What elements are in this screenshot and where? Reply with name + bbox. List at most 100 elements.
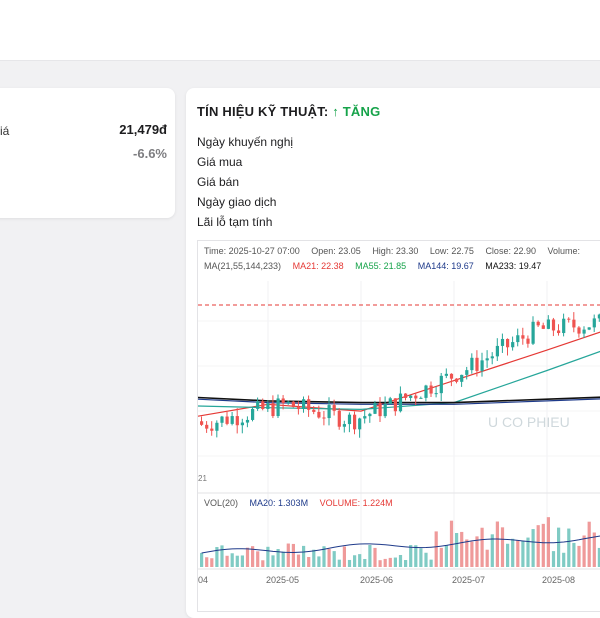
volume-bar [455, 532, 459, 567]
candle-body [500, 338, 505, 346]
x-axis-tick: 2025-08 [542, 575, 575, 585]
volume-ma-line [201, 535, 600, 554]
volume-bar [276, 549, 280, 567]
volume-bar [511, 538, 515, 567]
candle-body [541, 325, 545, 329]
candle-body [511, 342, 515, 348]
volume-bar [327, 549, 331, 567]
volume-bar [378, 560, 382, 567]
ma55-value: MA55: 21.85 [355, 261, 407, 271]
candle-body [531, 321, 535, 344]
volume-bar [531, 529, 535, 567]
volume-bar [495, 521, 499, 567]
candle-body [557, 330, 561, 334]
candle-body [470, 357, 474, 371]
volume-bar [419, 548, 423, 567]
volume-bar [409, 545, 413, 567]
ohlc-time: Time: 2025-10-27 07:00 [204, 246, 300, 256]
volume-bar [353, 555, 357, 567]
ma144-value: MA144: 19.67 [417, 261, 474, 271]
candle-body [404, 393, 408, 398]
candle-body [439, 375, 443, 394]
volume-bar [337, 559, 341, 567]
candle-body [353, 414, 357, 430]
volume-bar [506, 543, 510, 567]
candle-body [577, 327, 581, 334]
x-axis-tick: 2025-05 [266, 575, 299, 585]
candle-body [393, 398, 397, 412]
candle-body [327, 405, 331, 419]
volume-bar [388, 557, 392, 567]
volume-bar [245, 547, 250, 567]
volume-bar [551, 551, 556, 567]
volume-bar [404, 560, 408, 567]
volume-bar [373, 547, 377, 567]
candle-body [495, 345, 499, 357]
volume-bar [587, 521, 591, 567]
volume-bar [500, 527, 505, 567]
volume-bar [557, 527, 561, 567]
volume-bar [480, 527, 484, 567]
candle-body [398, 393, 403, 412]
volume-bar [577, 545, 581, 567]
candle-body [567, 318, 571, 320]
ohlc-legend: Time: 2025-10-27 07:00 Open: 23.05 High:… [204, 246, 589, 256]
candle-body [485, 358, 489, 361]
volume-bar [347, 559, 352, 567]
candle-body [490, 356, 494, 359]
candle-body [434, 393, 438, 395]
watermark: U CO PHIEU [488, 414, 570, 430]
volume-bar [363, 558, 367, 567]
candle-body [261, 401, 265, 409]
current-price: 21,479đ [119, 122, 167, 137]
candle-body [368, 413, 372, 417]
candle-body [271, 403, 275, 417]
candle-body [521, 335, 525, 339]
candle-body [322, 417, 326, 419]
sell-price-label: Giá bán [197, 175, 240, 189]
volume-bar [546, 517, 550, 567]
ohlc-close: Close: 22.90 [485, 246, 536, 256]
ma-legend: MA(21,55,144,233) MA21: 22.38 MA55: 21.8… [204, 261, 550, 271]
x-axis-tick: 04 [198, 575, 208, 585]
ohlc-open: Open: 23.05 [311, 246, 361, 256]
volume-bar [429, 559, 433, 567]
candle-body [332, 405, 336, 411]
volume-bar [235, 555, 239, 567]
volume-bar [281, 551, 285, 567]
volume-bar [475, 536, 479, 567]
candle-body [251, 408, 255, 420]
volume-bar [597, 547, 600, 567]
candle-body [551, 319, 556, 331]
candle-body [455, 378, 459, 382]
candle-body [317, 411, 321, 418]
chart-canvas[interactable]: U CO PHIEU 21 04 2025-05 2025-06 2025-07 202… [198, 241, 600, 611]
candle-body [546, 319, 550, 329]
candle-body [296, 407, 301, 410]
candle-body [444, 373, 448, 376]
volume-bar [240, 555, 244, 567]
volume-bar [332, 551, 336, 567]
volume-bar [485, 549, 489, 567]
price-axis-tick: 21 [198, 474, 207, 483]
candle-body [383, 403, 387, 417]
candle-body [597, 314, 600, 319]
volume-bar [230, 553, 234, 567]
volume-bar [215, 547, 219, 567]
volume-bar [312, 549, 316, 567]
volume-bar [572, 542, 576, 567]
candle-body [220, 416, 224, 423]
candle-body [526, 338, 530, 344]
volume-bar [302, 545, 306, 567]
candle-body [424, 385, 428, 398]
ohlc-low: Low: 22.75 [429, 246, 474, 256]
candle-body [363, 416, 367, 419]
candle-body [449, 373, 454, 379]
vol-volume-value: VOLUME: 1.224M [319, 498, 393, 508]
candle-body [429, 385, 433, 394]
x-axis-tick: 2025-07 [452, 575, 485, 585]
candlestick-chart[interactable]: U CO PHIEU 21 04 2025-05 2025-06 2025-07 202… [197, 240, 600, 612]
candle-body [419, 397, 423, 399]
candle-body [337, 410, 341, 427]
volume-bar [271, 555, 275, 567]
